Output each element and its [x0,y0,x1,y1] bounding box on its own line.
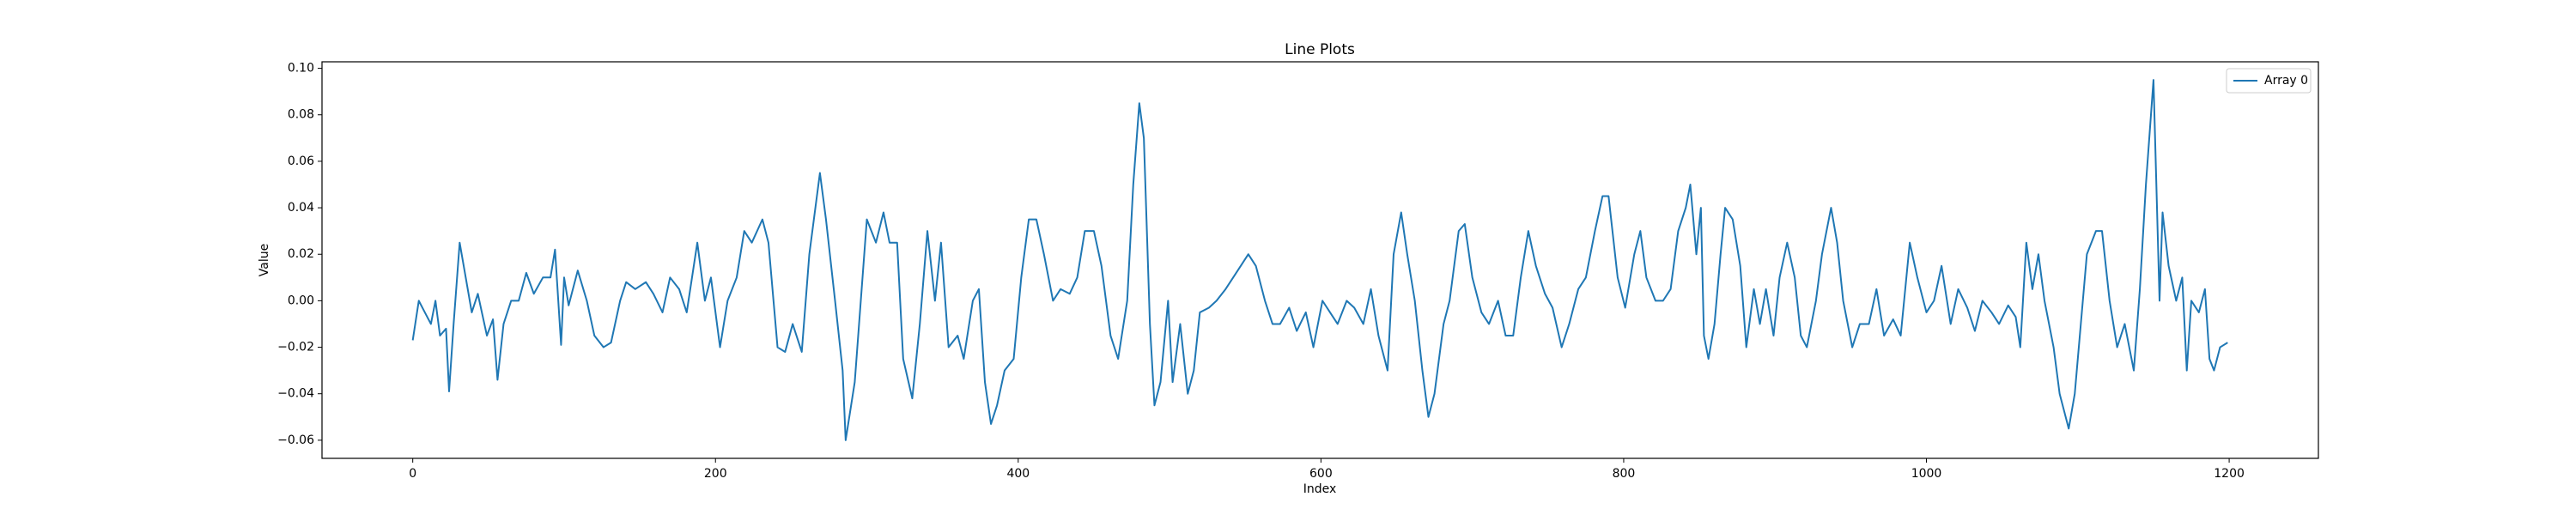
y-tick-label: −0.02 [277,341,314,354]
data-line [411,79,2228,441]
x-tick-label: 0 [409,467,416,481]
y-axis-label: Value [258,244,271,276]
x-axis-label: Index [1303,482,1337,496]
x-tick-label: 200 [704,467,727,481]
y-tick-label: 0.10 [288,62,314,76]
x-tick-label: 1000 [1911,467,1942,481]
x-tick-label: 1200 [2214,467,2245,481]
y-tick-label: 0.00 [288,294,314,307]
plot-frame [321,61,2319,459]
y-tick-label: −0.06 [277,433,314,447]
legend-label: Array 0 [2264,74,2308,88]
y-tick-label: 0.02 [288,247,314,261]
x-tick-label: 600 [1309,467,1333,481]
y-tick-label: 0.08 [288,108,314,122]
y-tick-label: 0.06 [288,154,314,168]
y-tick-label: −0.04 [277,387,314,401]
x-tick-label: 800 [1613,467,1636,481]
chart-title: Line Plots [1285,41,1355,58]
y-tick-label: 0.04 [288,201,314,215]
x-tick-label: 400 [1006,467,1030,481]
legend-box [2226,68,2312,94]
